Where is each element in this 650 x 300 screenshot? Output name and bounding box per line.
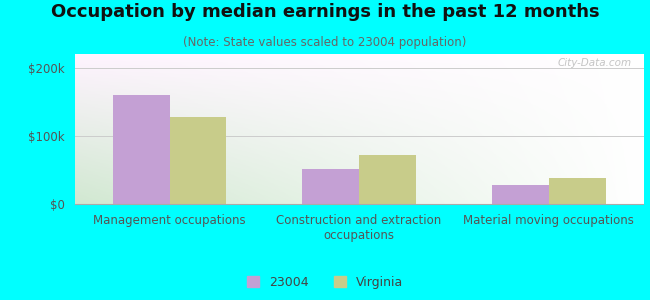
Bar bbox=[549, 178, 606, 204]
Bar bbox=[359, 155, 416, 204]
Bar bbox=[112, 95, 170, 204]
Text: (Note: State values scaled to 23004 population): (Note: State values scaled to 23004 popu… bbox=[183, 36, 467, 49]
Bar bbox=[170, 117, 226, 204]
Bar bbox=[302, 169, 359, 204]
Text: Occupation by median earnings in the past 12 months: Occupation by median earnings in the pas… bbox=[51, 3, 599, 21]
Legend: 23004, Virginia: 23004, Virginia bbox=[242, 271, 408, 294]
Text: City-Data.com: City-Data.com bbox=[558, 58, 632, 68]
Bar bbox=[492, 185, 549, 204]
